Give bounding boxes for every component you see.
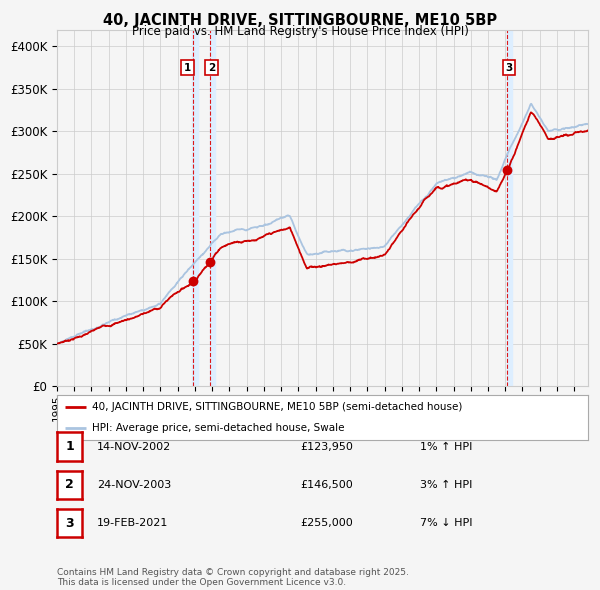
Bar: [193, 30, 197, 386]
Text: 3: 3: [65, 517, 74, 530]
Text: Contains HM Land Registry data © Crown copyright and database right 2025.
This d: Contains HM Land Registry data © Crown c…: [57, 568, 409, 587]
Text: 40, JACINTH DRIVE, SITTINGBOURNE, ME10 5BP: 40, JACINTH DRIVE, SITTINGBOURNE, ME10 5…: [103, 13, 497, 28]
Text: 2: 2: [65, 478, 74, 491]
Text: 1: 1: [184, 63, 191, 73]
Point: [188, 276, 197, 286]
Text: Price paid vs. HM Land Registry's House Price Index (HPI): Price paid vs. HM Land Registry's House …: [131, 25, 469, 38]
Text: 19-FEB-2021: 19-FEB-2021: [97, 519, 169, 528]
Bar: [210, 30, 215, 386]
Text: £123,950: £123,950: [300, 442, 353, 451]
Text: 24-NOV-2003: 24-NOV-2003: [97, 480, 172, 490]
Text: 1: 1: [65, 440, 74, 453]
Text: 1% ↑ HPI: 1% ↑ HPI: [420, 442, 472, 451]
Text: 2: 2: [208, 63, 215, 73]
Point: [206, 257, 215, 267]
Text: 40, JACINTH DRIVE, SITTINGBOURNE, ME10 5BP (semi-detached house): 40, JACINTH DRIVE, SITTINGBOURNE, ME10 5…: [92, 402, 462, 412]
Text: 3: 3: [505, 63, 512, 73]
Point: [503, 165, 512, 175]
Text: £146,500: £146,500: [300, 480, 353, 490]
Text: 14-NOV-2002: 14-NOV-2002: [97, 442, 172, 451]
Bar: [507, 30, 512, 386]
Text: 3% ↑ HPI: 3% ↑ HPI: [420, 480, 472, 490]
Text: 7% ↓ HPI: 7% ↓ HPI: [420, 519, 473, 528]
Text: £255,000: £255,000: [300, 519, 353, 528]
Text: HPI: Average price, semi-detached house, Swale: HPI: Average price, semi-detached house,…: [92, 422, 344, 432]
